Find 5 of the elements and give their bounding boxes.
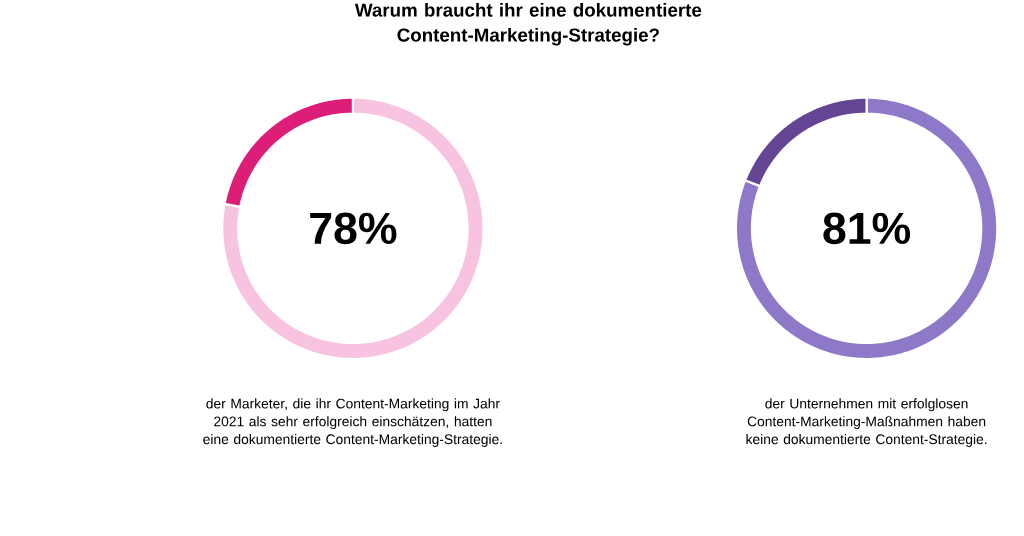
- text: Warum braucht ihr eine dokumentierte Content-Marketing-Strategie?: [354, 3, 702, 46]
- text: der Marketer, die ihr Content-Marketing im Jahr 2021 als sehr erfolgreich einschätzen, hatten eine dokumentierte Content-Marketing-Strategie.: [203, 398, 502, 448]
- data-label: 81%: [823, 212, 911, 245]
- data-label: 78%: [310, 212, 397, 245]
- text: der Unternehmen mit erfolglosen Content-Marketing-Maßnahmen haben keine dokumentierte Content-Strategie.: [746, 398, 987, 448]
